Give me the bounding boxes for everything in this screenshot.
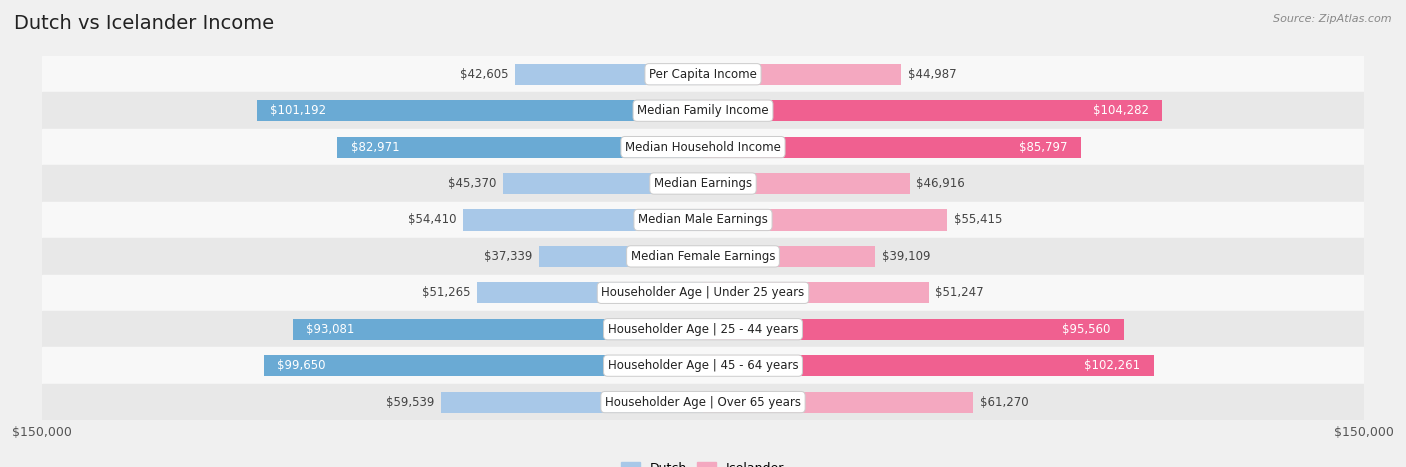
Bar (42, 275, 1364, 311)
Text: Median Earnings: Median Earnings (654, 177, 752, 190)
Text: $99,650: $99,650 (277, 359, 326, 372)
Text: $44,987: $44,987 (908, 68, 956, 81)
Bar (42, 56, 1364, 92)
Bar (42, 202, 1364, 238)
Text: $82,971: $82,971 (350, 141, 399, 154)
Bar (257, 100, 703, 121)
Text: Dutch vs Icelander Income: Dutch vs Icelander Income (14, 14, 274, 33)
Bar (264, 355, 703, 376)
Text: Householder Age | Under 25 years: Householder Age | Under 25 years (602, 286, 804, 299)
Text: Per Capita Income: Per Capita Income (650, 68, 756, 81)
Bar (703, 173, 910, 194)
Text: $104,282: $104,282 (1094, 104, 1149, 117)
Text: $102,261: $102,261 (1084, 359, 1140, 372)
Text: $101,192: $101,192 (270, 104, 326, 117)
Bar (42, 238, 1364, 275)
Text: $85,797: $85,797 (1019, 141, 1067, 154)
Text: $55,415: $55,415 (953, 213, 1002, 226)
Bar (440, 391, 703, 413)
Legend: Dutch, Icelander: Dutch, Icelander (616, 457, 790, 467)
Text: $54,410: $54,410 (408, 213, 457, 226)
Bar (703, 209, 948, 231)
Text: $39,109: $39,109 (882, 250, 931, 263)
Text: $95,560: $95,560 (1063, 323, 1111, 336)
Bar (42, 92, 1364, 129)
Bar (703, 355, 1153, 376)
Bar (42, 165, 1364, 202)
Bar (337, 136, 703, 158)
Bar (703, 282, 929, 304)
Bar (516, 64, 703, 85)
Text: $46,916: $46,916 (917, 177, 965, 190)
Text: Householder Age | 25 - 44 years: Householder Age | 25 - 44 years (607, 323, 799, 336)
Bar (42, 311, 1364, 347)
Text: $61,270: $61,270 (980, 396, 1028, 409)
Bar (703, 136, 1081, 158)
Text: Householder Age | 45 - 64 years: Householder Age | 45 - 64 years (607, 359, 799, 372)
Text: Median Female Earnings: Median Female Earnings (631, 250, 775, 263)
Text: $51,265: $51,265 (422, 286, 471, 299)
Bar (703, 391, 973, 413)
Bar (703, 100, 1163, 121)
Bar (42, 384, 1364, 420)
Text: Source: ZipAtlas.com: Source: ZipAtlas.com (1274, 14, 1392, 24)
Text: $93,081: $93,081 (307, 323, 354, 336)
Text: $59,539: $59,539 (385, 396, 434, 409)
Text: $45,370: $45,370 (449, 177, 496, 190)
Bar (42, 347, 1364, 384)
Bar (292, 318, 703, 340)
Bar (477, 282, 703, 304)
Bar (538, 246, 703, 267)
Text: Median Male Earnings: Median Male Earnings (638, 213, 768, 226)
Bar (703, 64, 901, 85)
Bar (464, 209, 703, 231)
Text: $51,247: $51,247 (935, 286, 984, 299)
Bar (703, 318, 1123, 340)
Text: $42,605: $42,605 (460, 68, 509, 81)
Text: Median Household Income: Median Household Income (626, 141, 780, 154)
Bar (42, 129, 1364, 165)
Text: Median Family Income: Median Family Income (637, 104, 769, 117)
Text: Householder Age | Over 65 years: Householder Age | Over 65 years (605, 396, 801, 409)
Text: $37,339: $37,339 (484, 250, 531, 263)
Bar (703, 246, 876, 267)
Bar (503, 173, 703, 194)
